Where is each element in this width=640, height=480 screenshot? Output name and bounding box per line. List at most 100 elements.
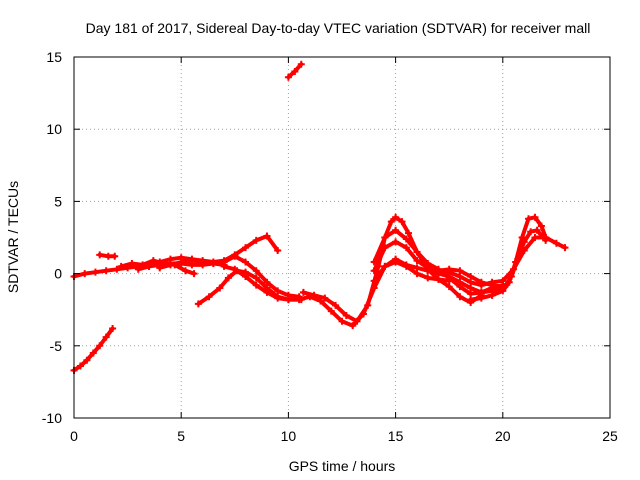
data-point — [527, 228, 535, 236]
y-tick-label: 5 — [54, 193, 62, 209]
y-tick-label: 0 — [54, 266, 62, 282]
data-point — [76, 362, 84, 370]
data-point — [525, 215, 533, 223]
y-tick-label: -10 — [42, 410, 62, 426]
data-point — [531, 213, 539, 221]
series-arc-9 — [284, 60, 305, 81]
y-tick-label: -5 — [50, 338, 63, 354]
data-point — [342, 311, 350, 319]
data-point — [205, 293, 213, 301]
data-point — [353, 317, 361, 325]
data-point — [295, 296, 303, 304]
data-point — [424, 265, 432, 273]
data-point — [310, 291, 318, 299]
data-point — [518, 234, 526, 241]
data-point — [291, 67, 299, 75]
data-point — [190, 270, 198, 278]
data-point — [531, 234, 539, 241]
x-tick-label: 0 — [70, 428, 78, 444]
data-point — [104, 252, 112, 260]
x-tick-label: 20 — [495, 428, 511, 444]
data-point — [252, 267, 260, 275]
data-point — [381, 262, 389, 270]
data-point — [252, 274, 260, 282]
data-point — [404, 229, 412, 237]
data-point — [402, 261, 410, 269]
data-point — [81, 270, 89, 278]
data-point — [501, 283, 509, 291]
data-point — [91, 268, 99, 276]
data-point — [242, 244, 250, 252]
data-point — [381, 244, 389, 252]
grid-lines — [74, 57, 610, 418]
data-point — [242, 272, 250, 280]
data-point — [413, 248, 421, 256]
data-point — [424, 274, 432, 282]
data-point — [445, 268, 453, 276]
data-point — [413, 257, 421, 265]
data-point — [102, 333, 110, 341]
data-point — [445, 283, 453, 291]
data-point — [194, 300, 202, 308]
y-axis-label: SDTVAR / TECUs — [5, 181, 21, 293]
data-point — [89, 349, 97, 357]
data-point — [274, 294, 282, 302]
data-point — [284, 296, 292, 304]
data-point — [327, 307, 335, 315]
data-point — [402, 244, 410, 252]
series-arc-3 — [96, 251, 119, 260]
data-point — [533, 226, 541, 234]
y-tick-label: 10 — [46, 121, 62, 137]
data-point — [520, 238, 528, 246]
data-point — [552, 239, 560, 247]
x-tick-label: 5 — [177, 428, 185, 444]
x-tick-label: 10 — [281, 428, 297, 444]
data-point — [398, 218, 406, 226]
data-point — [507, 272, 515, 280]
data-point — [561, 244, 569, 252]
data-point — [145, 262, 153, 270]
data-point — [402, 235, 410, 243]
data-point — [387, 218, 395, 226]
data-point — [381, 234, 389, 241]
x-tick-label: 15 — [388, 428, 404, 444]
data-point — [499, 277, 507, 285]
series-arc-1 — [70, 324, 117, 374]
data-point — [495, 287, 503, 295]
chart-title: Day 181 of 2017, Sidereal Day-to-day VTE… — [86, 20, 591, 36]
data-point — [537, 222, 545, 230]
data-point — [413, 264, 421, 272]
data-point — [216, 284, 224, 292]
data-point — [284, 73, 292, 81]
data-point — [542, 236, 550, 244]
data-point — [332, 301, 340, 309]
data-point — [128, 259, 136, 267]
data-point — [166, 261, 174, 269]
data-point — [102, 267, 110, 275]
data-point — [252, 236, 260, 244]
data-point — [181, 267, 189, 275]
data-point — [117, 262, 125, 270]
series-line — [222, 260, 452, 328]
axis-ticks: 0 5 10 15 20 25 -10 -5 0 5 10 15 — [42, 49, 618, 444]
data-point — [263, 232, 271, 240]
data-point — [392, 255, 400, 263]
data-point — [109, 324, 117, 332]
series-arc-16 — [488, 226, 550, 299]
data-point — [263, 288, 271, 296]
data-point — [242, 258, 250, 266]
data-point — [392, 213, 400, 221]
data-point — [488, 291, 496, 299]
data-point — [156, 264, 164, 272]
data-point — [111, 252, 119, 260]
data-point — [467, 278, 475, 286]
data-point — [231, 252, 239, 260]
data-point — [299, 288, 307, 296]
data-point — [224, 274, 232, 282]
data-point — [188, 257, 196, 265]
series-line — [301, 215, 484, 324]
data-point — [220, 262, 228, 270]
data-point — [177, 258, 185, 266]
plot-frame — [73, 56, 611, 419]
